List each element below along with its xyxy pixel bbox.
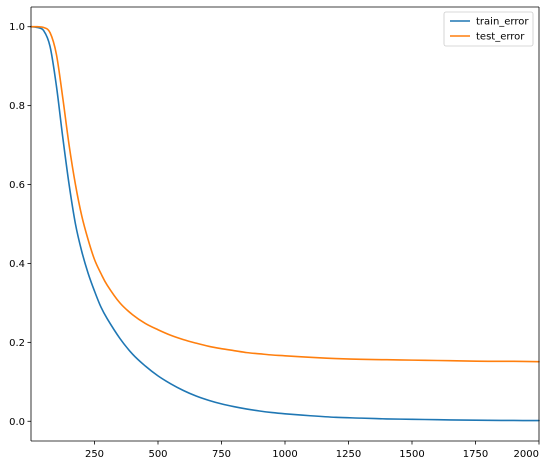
x-tick-label: 1250 <box>336 449 361 460</box>
x-tick-label: 750 <box>212 449 231 460</box>
legend-label-test-error: test_error <box>476 32 525 43</box>
y-tick-label: 0.4 <box>9 259 25 270</box>
y-tick-label: 0.8 <box>9 101 25 112</box>
y-tick-label: 0.6 <box>9 180 25 191</box>
series-line-test-error <box>30 25 540 363</box>
x-tick-label: 500 <box>148 449 167 460</box>
x-tick-label: 250 <box>85 449 104 460</box>
series-layer <box>30 25 540 422</box>
x-tick-label: 1000 <box>272 449 297 460</box>
plot-area-background <box>31 7 539 441</box>
x-axis-ticks: 250 500 750 1000 1250 1500 1750 2000 <box>85 441 540 460</box>
x-tick-label: 1500 <box>399 449 424 460</box>
y-axis-ticks: 0.0 0.2 0.4 0.6 0.8 1.0 <box>9 22 31 428</box>
y-tick-label: 0.2 <box>9 338 25 349</box>
y-tick-label: 0.0 <box>9 417 25 428</box>
series-line-train-error <box>30 25 540 422</box>
x-tick-label: 2000 <box>514 449 539 460</box>
legend-label-train-error: train_error <box>476 17 529 28</box>
y-tick-label: 1.0 <box>9 22 25 33</box>
x-tick-label: 1750 <box>463 449 488 460</box>
legend: train_error test_error <box>443 11 534 47</box>
